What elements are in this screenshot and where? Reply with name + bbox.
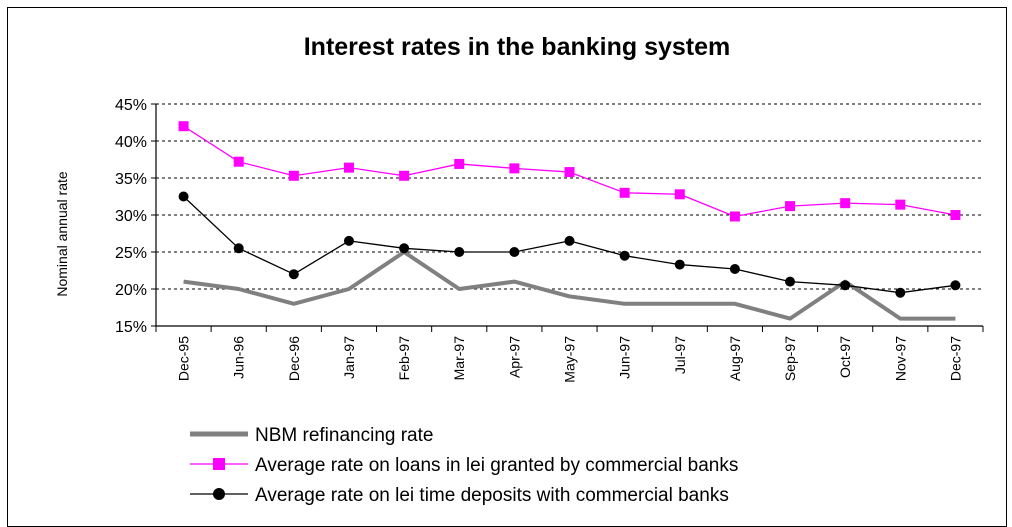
x-tick-label: Jun-96 <box>231 336 247 379</box>
x-tick-label: Jan-97 <box>341 336 357 379</box>
data-point <box>454 159 464 169</box>
data-point <box>785 201 795 211</box>
data-point <box>234 243 244 253</box>
x-tick-label: Nov-97 <box>892 336 908 381</box>
y-axis: 15% 20% 25% 30% 35% 40% 45% <box>115 97 156 336</box>
legend-marker <box>213 458 225 470</box>
x-tick-label: Dec-97 <box>947 336 963 381</box>
y-tick-label: 30% <box>115 208 147 225</box>
x-tick-label: Mar-97 <box>451 336 467 381</box>
data-point <box>454 247 464 257</box>
data-point <box>675 189 685 199</box>
line-chart: Interest rates in the banking system 15%… <box>0 0 1012 511</box>
x-tick-label: Dec-95 <box>176 336 192 381</box>
data-point <box>895 200 905 210</box>
x-axis: Dec-95 Jun-96 Dec-96 Jan-97 Feb-97 Mar-97 Apr-… <box>156 326 983 383</box>
x-tick-label: Oct-97 <box>837 336 853 378</box>
data-point <box>234 157 244 167</box>
y-tick-label: 35% <box>115 171 147 188</box>
data-point <box>950 210 960 220</box>
data-point <box>620 251 630 261</box>
data-point <box>840 280 850 290</box>
data-point <box>730 211 740 221</box>
data-point <box>950 280 960 290</box>
y-tick-label: 15% <box>115 319 147 336</box>
y-tick-label: 45% <box>115 97 147 114</box>
data-point <box>399 243 409 253</box>
x-tick-label: Jul-97 <box>672 336 688 374</box>
data-point <box>289 269 299 279</box>
data-point <box>840 198 850 208</box>
y-tick-label: 20% <box>115 282 147 299</box>
x-tick-label: Apr-97 <box>506 336 522 378</box>
data-point <box>179 192 189 202</box>
x-tick-label: Aug-97 <box>727 336 743 381</box>
data-point <box>565 236 575 246</box>
x-tick-label: Feb-97 <box>396 336 412 381</box>
data-point <box>620 188 630 198</box>
data-point <box>344 163 354 173</box>
legend-marker <box>213 488 225 500</box>
y-tick-label: 40% <box>115 134 147 151</box>
data-point <box>509 247 519 257</box>
data-point <box>785 277 795 287</box>
y-axis-label: Nominal annual rate <box>54 171 70 297</box>
grid <box>156 104 983 289</box>
data-point <box>179 121 189 131</box>
chart-title: Interest rates in the banking system <box>304 33 731 61</box>
x-tick-label: Sep-97 <box>782 336 798 381</box>
data-point <box>509 163 519 173</box>
legend-label: NBM refinancing rate <box>255 425 433 446</box>
data-point <box>399 171 409 181</box>
data-point <box>675 260 685 270</box>
x-tick-label: Dec-96 <box>286 336 302 381</box>
y-tick-label: 25% <box>115 245 147 262</box>
legend: NBM refinancing rate Average rate on loan… <box>190 425 738 506</box>
x-tick-label: May-97 <box>562 336 578 383</box>
data-point <box>895 288 905 298</box>
legend-label: Average rate on lei time deposits with c… <box>255 485 729 506</box>
data-point <box>289 171 299 181</box>
data-point <box>730 264 740 274</box>
data-point <box>565 167 575 177</box>
x-tick-label: Jun-97 <box>617 336 633 379</box>
legend-label: Average rate on loans in lei granted by … <box>255 455 738 476</box>
data-point <box>344 236 354 246</box>
